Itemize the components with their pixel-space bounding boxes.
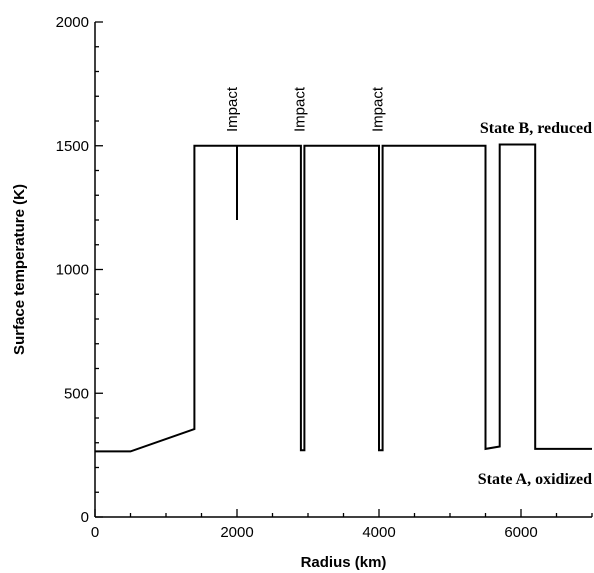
impact-label: Impact: [291, 86, 308, 132]
impact-label: Impact: [224, 86, 241, 132]
annotations: Impact Impact Impact: [224, 86, 387, 132]
y-tick-label: 2000: [56, 14, 89, 31]
state-b-label: State B, reduced: [480, 120, 592, 137]
x-tick-label: 2000: [220, 524, 253, 541]
y-tick-label: 0: [81, 509, 89, 526]
y-tick-label: 1000: [56, 262, 89, 279]
x-tick-label: 6000: [504, 524, 537, 541]
series: [95, 143, 592, 453]
impact-label: Impact: [370, 86, 387, 132]
y-axis-title: Surface temperature (K): [11, 184, 28, 355]
x-tick-label: 0: [91, 524, 99, 541]
ticks: 0 500 1000 1500 2000 0 2000 4000 6000: [56, 14, 593, 541]
state-a-label: State A, oxidized: [478, 471, 592, 488]
axes: [94, 22, 592, 518]
x-tick-label: 4000: [362, 524, 395, 541]
y-tick-label: 1500: [56, 138, 89, 155]
y-tick-label: 500: [64, 385, 89, 402]
x-axis-title: Radius (km): [301, 554, 387, 571]
temperature-line: [95, 143, 592, 453]
